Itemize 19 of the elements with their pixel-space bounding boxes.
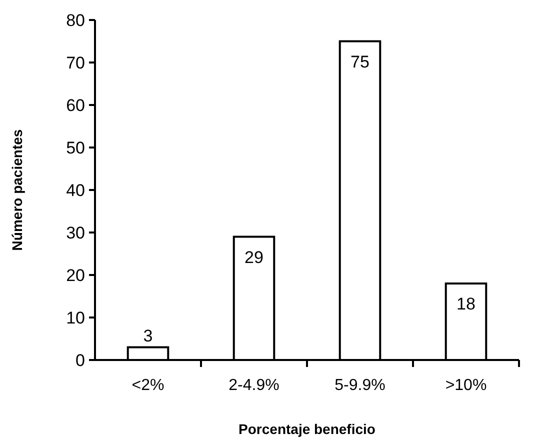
data-label: 3 [143,326,153,346]
x-tick-label: <2% [132,377,164,394]
data-label: 18 [456,294,476,314]
y-axis-title: Número pacientes [9,129,25,251]
y-tick-label: 80 [66,10,85,30]
data-label: 75 [350,52,370,72]
y-tick-label: 60 [66,96,85,115]
x-axis-title: Porcentaje beneficio [238,421,376,437]
y-tick-label: 30 [66,223,85,242]
x-tick-label: >10% [445,377,487,394]
data-label: 29 [244,248,264,267]
x-tick-label: 2-4.9% [228,377,280,394]
y-tick-label: 10 [66,308,85,328]
y-tick-label: 20 [66,266,85,285]
x-tick-label: 5-9.9% [334,377,386,394]
y-tick-label: 0 [76,350,85,370]
y-tick-label: 70 [66,53,85,72]
y-tick-label: 50 [66,138,85,158]
y-tick-label: 40 [66,180,85,200]
